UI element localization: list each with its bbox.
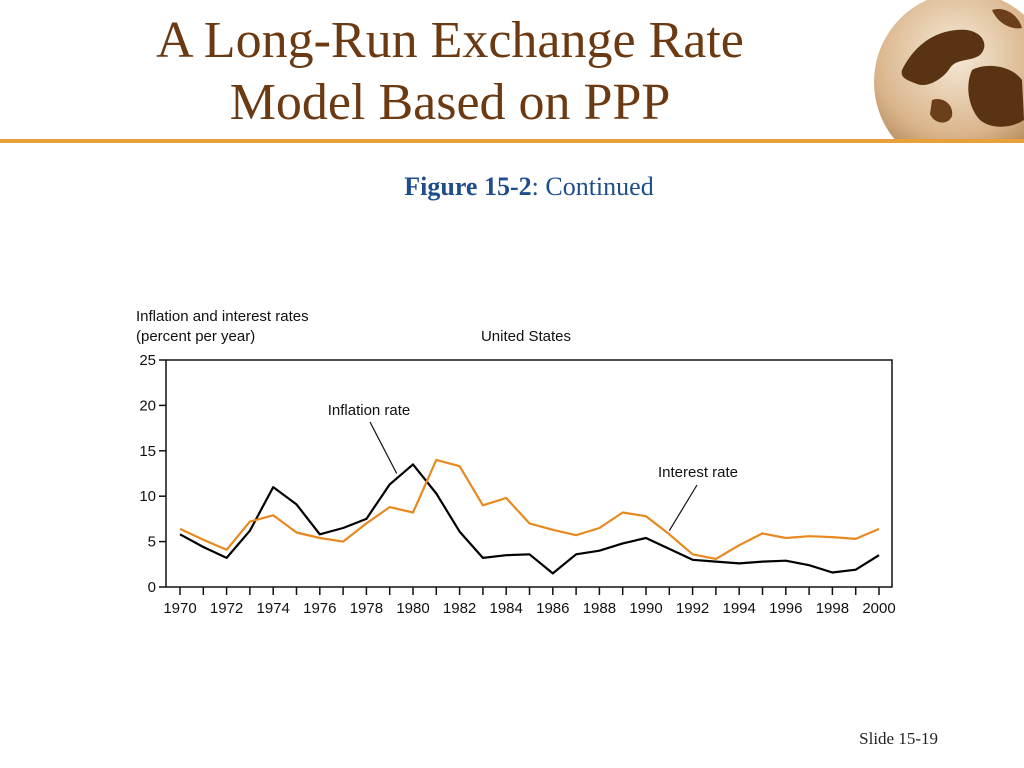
y-tick-label: 5 xyxy=(148,534,156,551)
x-tick-label: 2000 xyxy=(862,600,895,617)
y-tick-label: 25 xyxy=(139,352,156,369)
y-tick-label: 0 xyxy=(148,579,156,596)
x-tick-label: 1984 xyxy=(490,600,523,617)
series-annotations: Inflation rate Interest rate xyxy=(328,402,738,532)
y-tick-label: 15 xyxy=(139,443,156,460)
y-axis-label-line-2: (percent per year) xyxy=(136,328,255,345)
x-tick-label: 1982 xyxy=(443,600,476,617)
x-tick-label: 1992 xyxy=(676,600,709,617)
x-axis: 1970 1972 1974 1976 1978 1980 1982 1984 1986 1988… xyxy=(163,587,896,617)
x-tick-label: 1986 xyxy=(536,600,569,617)
inflation-rate-label: Inflation rate xyxy=(328,402,411,419)
x-tick-label: 1994 xyxy=(723,600,756,617)
globe-icon xyxy=(874,0,1024,140)
interest-rate-line xyxy=(179,458,880,561)
slide-number: Slide 15-19 xyxy=(859,729,938,748)
y-axis-label-line-1: Inflation and interest rates xyxy=(136,308,309,325)
figure-label: Figure 15-2 xyxy=(404,172,532,201)
slide-title: A Long-Run Exchange Rate Model Based on … xyxy=(60,10,840,134)
figure-caption: Figure 15-2: Continued xyxy=(0,172,1024,202)
x-tick-label: 1998 xyxy=(816,600,849,617)
x-tick-label: 1978 xyxy=(350,600,383,617)
x-tick-label: 1970 xyxy=(163,600,196,617)
x-tick-label: 1974 xyxy=(257,600,290,617)
inflation-rate-pointer xyxy=(369,421,398,474)
interest-rate-label: Interest rate xyxy=(658,464,738,481)
slide-title-line-1: A Long-Run Exchange Rate xyxy=(156,12,744,69)
plot-area-frame xyxy=(165,359,893,588)
title-underline xyxy=(0,139,1024,143)
x-tick-label: 1990 xyxy=(629,600,662,617)
x-tick-label: 1972 xyxy=(210,600,243,617)
chart-title: United States xyxy=(481,328,571,345)
y-axis: 0 5 10 15 20 25 xyxy=(139,352,166,596)
slide-title-line-2: Model Based on PPP xyxy=(229,74,671,131)
x-tick-label: 1996 xyxy=(769,600,802,617)
x-tick-label: 1980 xyxy=(396,600,429,617)
inflation-rate-line xyxy=(179,463,880,575)
series-lines xyxy=(179,458,880,575)
x-tick-label: 1976 xyxy=(303,600,336,617)
x-tick-label: 1988 xyxy=(583,600,616,617)
y-tick-label: 10 xyxy=(139,488,156,505)
interest-rate-pointer xyxy=(668,484,698,532)
y-tick-label: 20 xyxy=(139,397,156,414)
figure-suffix: : Continued xyxy=(531,172,654,201)
